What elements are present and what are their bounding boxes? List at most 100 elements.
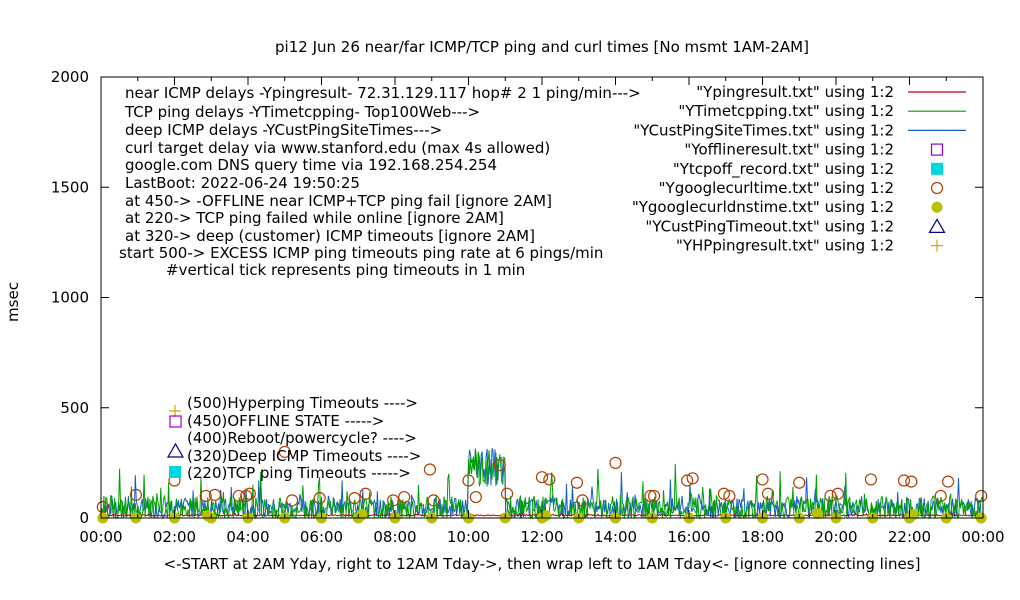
curl-time-point bbox=[535, 471, 549, 484]
open-square-marker bbox=[169, 415, 182, 428]
curl-time-point bbox=[398, 490, 411, 504]
y-tick-label: 500 bbox=[60, 399, 89, 417]
legend-label: "YCustPingTimeout.txt" using 1:2 bbox=[645, 217, 894, 235]
curl-time-point bbox=[831, 487, 844, 500]
note-line: google.com DNS query time via 192.168.25… bbox=[125, 156, 497, 174]
dns-time-point bbox=[356, 509, 368, 521]
x-tick-label: 10:00 bbox=[447, 528, 490, 546]
curl-time-point bbox=[129, 488, 143, 501]
x-tick-label: 22:00 bbox=[888, 528, 931, 546]
timeout-labels: (500)Hyperping Timeouts ----> (450)OFFLI… bbox=[166, 394, 421, 482]
x-tick-label: 18:00 bbox=[741, 528, 784, 546]
dns-time-point bbox=[540, 510, 552, 522]
axes-layer: 0 500 1000 1500 2000 00:00 02:00 04:00 06:00 08:0… bbox=[51, 68, 1005, 546]
y-tick-label: 1000 bbox=[51, 289, 89, 307]
x-tick-label: 02:00 bbox=[153, 528, 196, 546]
legend-plus-key bbox=[931, 239, 943, 252]
curl-time-point bbox=[793, 476, 806, 489]
dns-time-point bbox=[812, 508, 824, 520]
curl-time-point bbox=[423, 463, 437, 476]
curl-time-point bbox=[717, 487, 731, 500]
curl-time-point bbox=[427, 494, 440, 507]
curl-time-point bbox=[681, 474, 694, 487]
curl-time-point bbox=[897, 474, 911, 487]
curl-time-point bbox=[934, 489, 947, 503]
y-axis-label: msec bbox=[4, 282, 22, 322]
x-tick-label: 08:00 bbox=[373, 528, 416, 546]
x-tick-label: 00:00 bbox=[961, 528, 1004, 546]
legend-label: "Ytcpoff_record.txt" using 1:2 bbox=[673, 160, 894, 179]
curl-time-point bbox=[359, 487, 372, 500]
curl-time-point bbox=[647, 489, 661, 503]
legend-open-triangle-key bbox=[928, 218, 946, 233]
legend-label: "YTimetcpping.txt" using 1:2 bbox=[678, 102, 894, 120]
dns-time-point bbox=[907, 509, 919, 521]
x-tick-label: 16:00 bbox=[667, 528, 710, 546]
legend-label: "Ygooglecurltime.txt" using 1:2 bbox=[659, 179, 894, 197]
curl-time-point bbox=[462, 474, 475, 487]
plus-marker bbox=[169, 405, 181, 417]
curl-time-point bbox=[570, 476, 584, 489]
note-line: LastBoot: 2022-06-24 19:50:25 bbox=[125, 174, 360, 192]
curl-time-point bbox=[199, 489, 212, 503]
curl-time-point bbox=[278, 445, 291, 458]
curl-time-point bbox=[756, 473, 769, 486]
note-line: curl target delay via www.stanford.edu (… bbox=[125, 139, 550, 157]
open-triangle-marker bbox=[166, 442, 185, 458]
timeout-label: (320)Deep ICMP Timeouts ----> bbox=[187, 447, 421, 465]
chart-title: pi12 Jun 26 near/far ICMP/TCP ping and c… bbox=[275, 38, 809, 56]
note-line: at 450-> -OFFLINE near ICMP+TCP ping fai… bbox=[125, 192, 552, 210]
legend-filled-circle-key bbox=[931, 201, 943, 213]
curl-time-point bbox=[576, 494, 589, 507]
y-tick-label: 0 bbox=[79, 509, 89, 527]
y-tick-label: 2000 bbox=[51, 68, 89, 86]
legend-open-circle-key bbox=[930, 181, 944, 195]
note-line: near ICMP delays -Ypingresult- 72.31.129… bbox=[125, 84, 641, 102]
x-axis-label: <-START at 2AM Yday, right to 12AM Tday-… bbox=[164, 555, 921, 573]
filled-square-marker bbox=[169, 466, 181, 478]
curl-time-point bbox=[500, 487, 514, 500]
note-line: #vertical tick represents ping timeouts … bbox=[166, 261, 525, 279]
curl-time-point bbox=[905, 475, 918, 488]
curl-time-point bbox=[543, 473, 556, 486]
curl-time-point bbox=[493, 458, 506, 472]
timeout-label: (500)Hyperping Timeouts ----> bbox=[187, 394, 418, 412]
curl-time-point bbox=[208, 488, 222, 501]
timeout-label: (400)Reboot/powercycle? ----> bbox=[187, 429, 417, 447]
curl-time-point bbox=[286, 494, 299, 507]
timeout-label: (220)TCP ping Timeouts -----> bbox=[187, 464, 411, 482]
curl-time-point bbox=[313, 492, 326, 505]
x-tick-label: 00:00 bbox=[79, 528, 122, 546]
legend: "Ypingresult.txt" using 1:2"YTimetcpping… bbox=[632, 83, 966, 255]
legend-label: "Ypingresult.txt" using 1:2 bbox=[696, 83, 894, 101]
curl-time-point bbox=[469, 490, 482, 504]
curl-time-point bbox=[864, 473, 878, 486]
legend-label: "Yofflineresult.txt" using 1:2 bbox=[684, 141, 894, 159]
dns-time-point bbox=[202, 510, 214, 522]
curl-time-point bbox=[348, 492, 361, 505]
curl-time-point bbox=[824, 489, 837, 503]
notes-block: near ICMP delays -Ypingresult- 72.31.129… bbox=[119, 84, 641, 279]
note-line: at 220-> TCP ping failed while online [i… bbox=[125, 209, 504, 227]
curl-time-point bbox=[243, 487, 256, 500]
timeout-label: (450)OFFLINE STATE -----> bbox=[187, 412, 384, 430]
curl-time-point bbox=[644, 489, 657, 503]
curl-time-point bbox=[761, 487, 775, 500]
note-line: deep ICMP delays -YCustPingSiteTimes---> bbox=[125, 121, 442, 139]
x-tick-label: 20:00 bbox=[814, 528, 857, 546]
y-tick-label: 1500 bbox=[51, 178, 89, 196]
curl-time-point bbox=[686, 472, 699, 485]
note-line: at 320-> deep (customer) ICMP timeouts [… bbox=[125, 227, 535, 245]
curl-time-point bbox=[941, 475, 955, 488]
note-line: TCP ping delays -YTimetcpping- Top100Web… bbox=[124, 103, 480, 121]
legend-label: "YCustPingSiteTimes.txt" using 1:2 bbox=[633, 121, 894, 139]
note-line: start 500-> EXCESS ICMP ping timeouts pi… bbox=[119, 244, 603, 262]
x-tick-label: 14:00 bbox=[594, 528, 637, 546]
legend-label: "YHPpingresult.txt" using 1:2 bbox=[676, 237, 894, 255]
x-tick-label: 06:00 bbox=[300, 528, 343, 546]
curl-time-point bbox=[975, 489, 988, 503]
legend-label: "Ygooglecurldnstime.txt" using 1:2 bbox=[632, 198, 894, 216]
curl-time-point bbox=[387, 494, 400, 507]
curl-time-point bbox=[96, 500, 109, 514]
